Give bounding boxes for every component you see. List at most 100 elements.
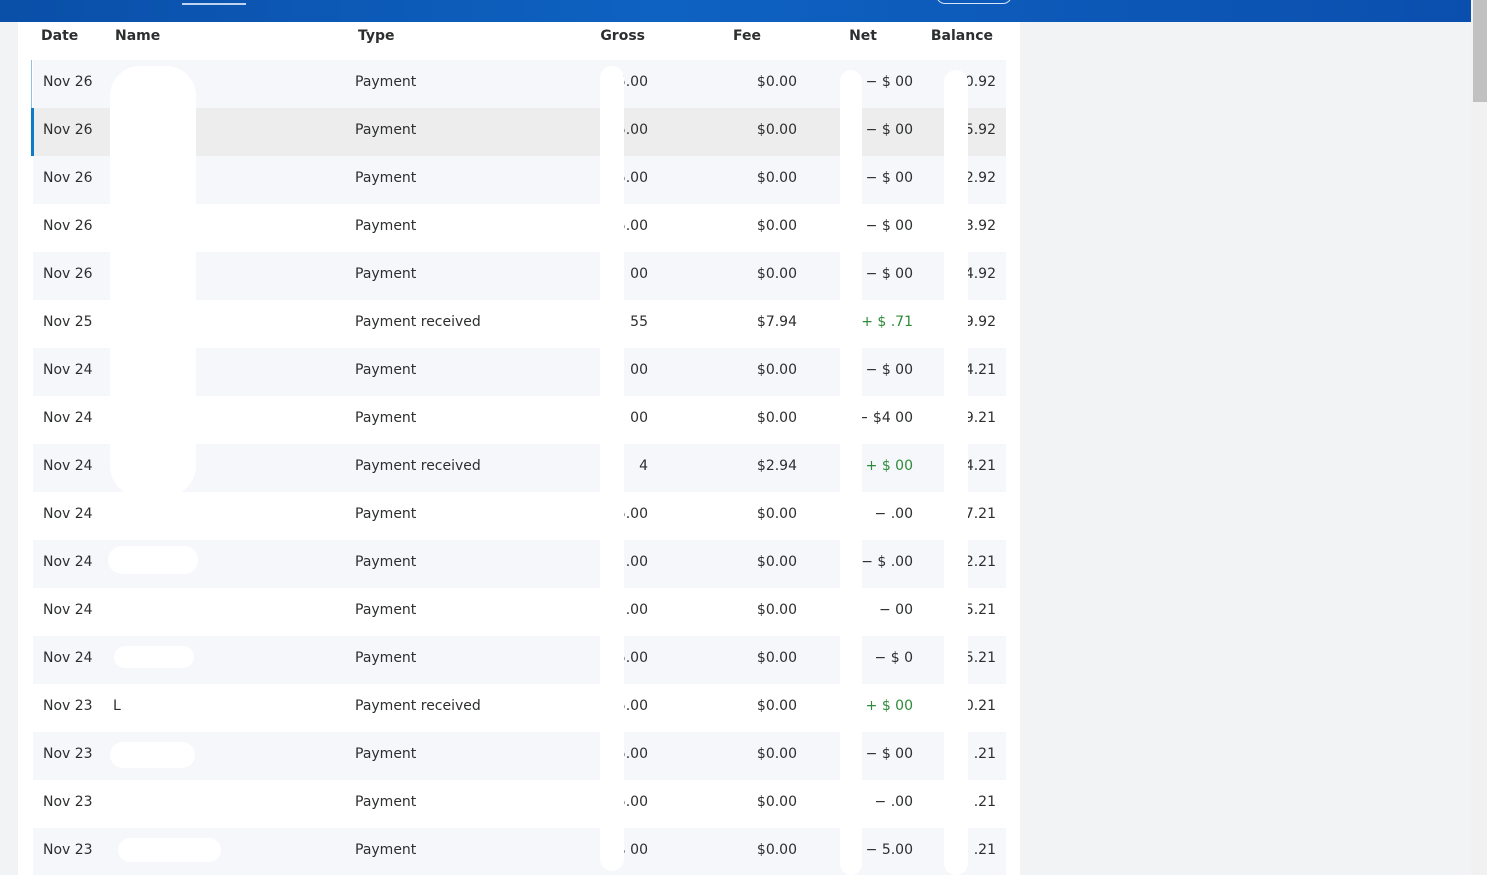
row-date: Nov 23 [43,698,93,714]
row-type: Payment [355,746,417,762]
row-net: − $4 00 [856,410,913,426]
row-type: Payment [355,554,417,570]
header-gross[interactable]: Gross [600,28,645,44]
active-tab-indicator [182,3,246,5]
row-fee: $0.00 [756,842,797,858]
header-fee[interactable]: Fee [733,28,761,44]
redaction-net-column [840,70,862,875]
header-date[interactable]: Date [41,28,79,44]
row-balance: 3.92 [964,218,996,234]
row-type: Payment [355,794,417,810]
row-net: + $ .71 [861,314,913,330]
row-balance: 0.21 [964,698,996,714]
row-date: Nov 23 [43,746,93,762]
row-type: Payment [355,170,417,186]
row-balance: 9.92 [964,314,996,330]
header-type[interactable]: Type [358,28,395,44]
row-net: − $ 00 [865,122,913,138]
row-type: Payment [355,842,417,858]
row-date: Nov 26 [43,122,93,138]
row-date: Nov 24 [43,602,93,618]
redaction-name-row11 [108,546,198,574]
row-gross: 00 [630,362,648,378]
row-net: − $ 00 [865,362,913,378]
row-type: Payment [355,122,417,138]
redaction-name-row13 [114,646,194,668]
row-balance: 9.21 [964,410,996,426]
row-net: − $ .00 [861,554,913,570]
row-type: Payment received [355,314,481,330]
row-fee: $0.00 [756,650,797,666]
row-fee: $2.94 [756,458,797,474]
row-gross: 55 [630,314,648,330]
row-fee: $0.00 [756,602,797,618]
row-name: L [113,698,121,714]
row-fee: $0.00 [756,74,797,90]
scrollbar-thumb[interactable] [1473,0,1487,102]
header-pill-button[interactable] [936,0,1012,4]
row-date: Nov 24 [43,650,93,666]
table-row[interactable]: Nov 23 Payment 5.00 $0.00 − .00 .21 [33,780,1006,828]
row-net: − $ 00 [865,218,913,234]
row-fee: $0.00 [756,362,797,378]
row-date: Nov 24 [43,362,93,378]
scrollbar-track[interactable] [1471,0,1487,875]
redaction-name-column [110,66,196,496]
row-gross: 4 [639,458,648,474]
row-gross: 5.00 [616,74,648,90]
row-balance: 4.21 [964,362,996,378]
header-balance[interactable]: Balance [930,28,993,44]
table-header: Date Name Type Gross Fee Net Balance [18,22,1020,58]
row-gross: 5.00 [616,746,648,762]
row-date: Nov 26 [43,218,93,234]
row-date: Nov 24 [43,506,93,522]
row-balance: 4.21 [964,458,996,474]
row-gross: .00 [625,602,648,618]
table-row[interactable]: Nov 26 Payment 5.00 $0.00 − $ 00 3.92 [33,204,1006,252]
row-balance: 7.21 [964,506,996,522]
row-date: Nov 26 [43,266,93,282]
row-date: Nov 23 [43,794,93,810]
row-gross: 5.00 [616,122,648,138]
row-type: Payment [355,650,417,666]
row-fee: $0.00 [756,746,797,762]
row-fee: $0.00 [756,794,797,810]
row-date: Nov 23 [43,842,93,858]
row-type: Payment received [355,698,481,714]
row-net: − $ 00 [865,266,913,282]
row-fee: $0.00 [756,266,797,282]
row-date: Nov 26 [43,74,93,90]
row-fee: $0.00 [756,122,797,138]
row-type: Payment [355,506,417,522]
row-gross: 5.00 [616,218,648,234]
row-type: Payment [355,362,417,378]
row-balance: .21 [973,746,996,762]
row-type: Payment received [355,458,481,474]
row-type: Payment [355,266,417,282]
row-fee: $0.00 [756,506,797,522]
row-type: Payment [355,602,417,618]
row-fee: $0.00 [756,170,797,186]
row-gross: 5.00 [616,698,648,714]
row-fee: $0.00 [756,218,797,234]
table-row[interactable]: Nov 23 L Payment received 5.00 $0.00 + $ 00 0.… [33,684,1006,732]
header-net[interactable]: Net [849,28,877,44]
row-date: Nov 24 [43,554,93,570]
table-row[interactable]: Nov 24 Payment 5.00 $0.00 − .00 7.21 [33,492,1006,540]
table-row[interactable]: Nov 24 Payment 00 $0.00 − $4 00 9.21 [33,396,1006,444]
row-net: − $ 00 [865,170,913,186]
row-net: − .00 [874,506,913,522]
row-net: − 00 [879,602,913,618]
row-net: − .00 [874,794,913,810]
row-net: − 5.00 [865,842,913,858]
top-header-bar [0,0,1471,22]
row-gross: $ 00 [616,842,648,858]
row-net: − $ 00 [865,746,913,762]
row-gross: 5.00 [616,170,648,186]
row-type: Payment [355,74,417,90]
header-name[interactable]: Name [115,28,161,44]
row-gross: 00 [630,410,648,426]
activity-panel: Date Name Type Gross Fee Net Balance Nov… [18,22,1020,875]
row-balance: .21 [973,794,996,810]
